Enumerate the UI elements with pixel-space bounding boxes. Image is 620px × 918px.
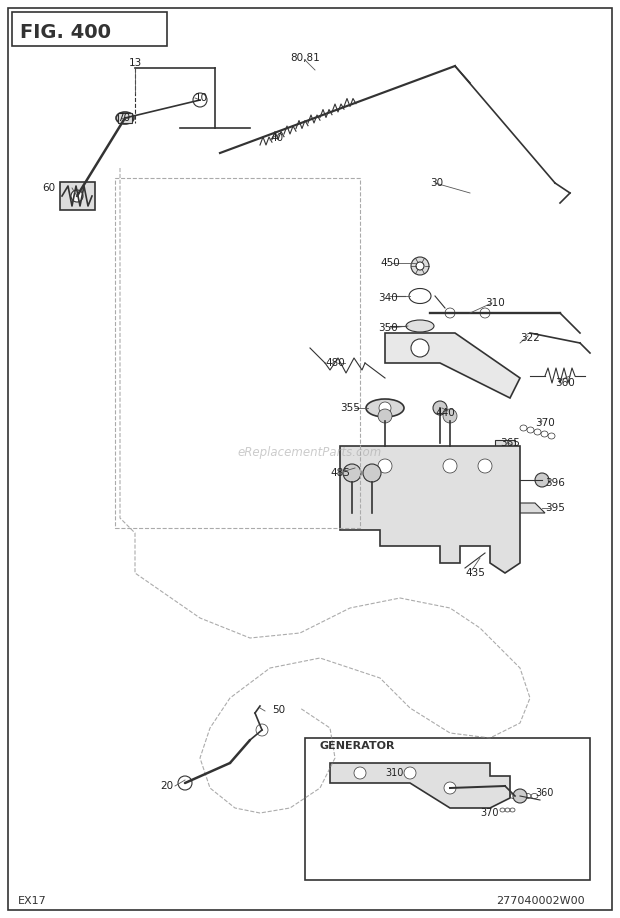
Text: 80,81: 80,81	[290, 53, 320, 63]
Circle shape	[433, 401, 447, 415]
Text: 30: 30	[430, 178, 443, 188]
Circle shape	[379, 402, 391, 414]
Circle shape	[71, 190, 83, 202]
Bar	[12, 12, 167, 46]
Text: 480: 480	[325, 358, 345, 368]
Ellipse shape	[406, 320, 434, 332]
Circle shape	[416, 262, 424, 270]
Ellipse shape	[116, 112, 134, 124]
Circle shape	[193, 93, 207, 107]
Text: EX17: EX17	[18, 896, 46, 906]
Circle shape	[443, 459, 457, 473]
Text: 370: 370	[480, 808, 498, 818]
Text: 310: 310	[485, 298, 505, 308]
Text: 277040002W00: 277040002W00	[497, 896, 585, 906]
Ellipse shape	[366, 399, 404, 417]
Circle shape	[256, 724, 268, 736]
Circle shape	[363, 464, 381, 482]
Text: 396: 396	[545, 478, 565, 488]
Polygon shape	[495, 440, 515, 450]
Polygon shape	[385, 333, 520, 398]
Circle shape	[354, 767, 366, 779]
Circle shape	[343, 464, 361, 482]
Text: 450: 450	[380, 258, 400, 268]
Bar	[115, 178, 360, 528]
Circle shape	[178, 776, 192, 790]
Bar	[60, 182, 95, 210]
Circle shape	[411, 339, 429, 357]
Text: eReplacementParts.com: eReplacementParts.com	[238, 446, 382, 460]
Text: 310: 310	[385, 768, 404, 778]
Text: 350: 350	[378, 323, 398, 333]
Text: 440: 440	[435, 408, 454, 418]
Circle shape	[445, 308, 455, 318]
Text: 355: 355	[340, 403, 360, 413]
Text: 50: 50	[272, 705, 285, 715]
Text: 20: 20	[160, 781, 173, 791]
Circle shape	[378, 409, 392, 423]
Circle shape	[513, 789, 527, 803]
Text: 360: 360	[535, 788, 554, 798]
Bar	[305, 738, 590, 880]
Text: 40: 40	[270, 133, 283, 143]
Circle shape	[480, 308, 490, 318]
Polygon shape	[330, 763, 510, 808]
Text: 395: 395	[545, 503, 565, 513]
Text: 322: 322	[520, 333, 540, 343]
Text: 435: 435	[465, 568, 485, 578]
Circle shape	[443, 409, 457, 423]
Text: 370: 370	[535, 418, 555, 428]
Text: 365: 365	[500, 438, 520, 448]
Text: GENERATOR: GENERATOR	[320, 741, 396, 751]
Text: 70: 70	[117, 113, 130, 123]
Text: 340: 340	[378, 293, 398, 303]
Circle shape	[378, 459, 392, 473]
Text: 10: 10	[195, 93, 208, 103]
Circle shape	[444, 782, 456, 794]
Text: 485: 485	[330, 468, 350, 478]
Circle shape	[411, 257, 429, 275]
Circle shape	[404, 767, 416, 779]
Text: 360: 360	[555, 378, 575, 388]
Text: 60: 60	[42, 183, 55, 193]
Polygon shape	[340, 446, 520, 573]
Circle shape	[478, 459, 492, 473]
Circle shape	[535, 473, 549, 487]
Text: 13: 13	[128, 58, 141, 68]
Bar	[118, 113, 132, 123]
Polygon shape	[510, 503, 545, 513]
Text: FIG. 400: FIG. 400	[20, 23, 111, 41]
